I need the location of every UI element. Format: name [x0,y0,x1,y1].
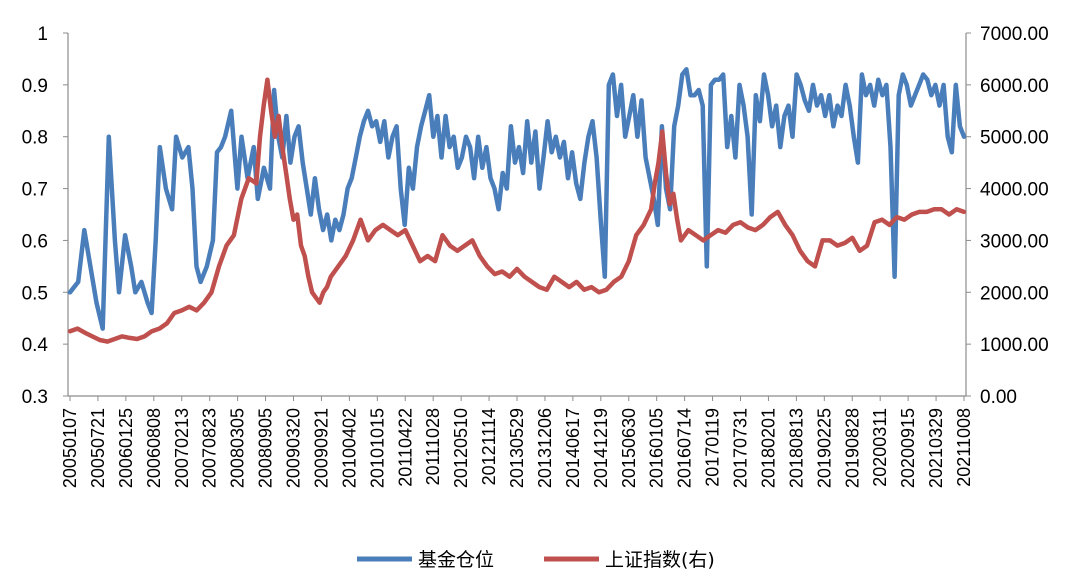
left-tick-label: 0.9 [22,76,48,97]
x-tick-label: 20131206 [535,408,555,488]
x-tick-label: 20141219 [591,408,611,488]
axes [67,33,967,397]
x-tick-label: 20210329 [926,408,946,488]
legend-label: 基金仓位 [418,549,494,571]
x-tick-label: 20180813 [786,408,806,488]
x-tick-label: 20150630 [619,408,639,488]
x-tick-label: 20200915 [898,408,918,488]
left-tick-label: 0.3 [22,387,48,408]
x-tick-label: 20120510 [451,408,471,488]
right-y-axis-ticks: 0.00 1000.00 2000.00 3000.00 4000.00 5000.00 6… [966,24,1049,408]
left-tick-label: 0.7 [22,180,48,201]
right-tick-label: 6000.00 [980,76,1049,97]
x-axis-ticks: 20050107 20050721 20060125 20060808 20070213… [60,396,974,488]
legend-item-shanghai-index: 上证指数(右) [544,549,715,571]
x-tick-label: 20170119 [703,408,723,487]
x-tick-label: 20160105 [647,408,667,488]
legend: 基金仓位 上证指数(右) [357,549,715,571]
x-tick-label: 20060808 [144,408,164,488]
x-tick-label: 20140617 [563,408,583,488]
x-tick-label: 20160714 [675,408,695,488]
legend-label: 上证指数(右) [605,549,715,571]
x-tick-label: 20121114 [479,408,499,485]
x-tick-label: 20080305 [228,408,248,488]
x-tick-label: 20090320 [284,408,304,488]
x-tick-label: 20100402 [339,408,359,488]
left-tick-label: 1 [37,24,48,45]
x-tick-label: 20211008 [954,408,974,487]
x-tick-label: 20200311 [870,408,890,487]
series-layer [67,67,967,344]
x-tick-label: 20101015 [367,408,387,488]
series-line-fund-position [67,67,967,331]
x-tick-label: 20080905 [256,408,276,488]
left-tick-label: 0.4 [22,335,49,356]
series-line-shanghai-index [67,77,967,344]
right-tick-label: 2000.00 [980,283,1049,304]
right-tick-label: 3000.00 [980,231,1049,252]
x-tick-label: 20190225 [814,408,834,488]
x-tick-label: 20050721 [88,408,108,488]
x-tick-label: 20060125 [116,408,136,488]
right-tick-label: 0.00 [980,387,1017,408]
x-tick-label: 20190828 [842,408,862,488]
x-tick-label: 20070213 [172,408,192,488]
x-tick-label: 20111028 [423,408,443,485]
x-tick-label: 20090921 [311,408,331,488]
left-tick-label: 0.8 [22,128,48,149]
x-tick-label: 20070823 [200,408,220,488]
right-tick-label: 7000.00 [980,24,1049,45]
x-tick-label: 20050107 [60,408,80,488]
x-tick-label: 20170731 [731,408,751,488]
x-tick-label: 20180201 [758,408,778,488]
right-tick-label: 5000.00 [980,128,1049,149]
x-tick-label: 20110422 [395,408,415,487]
legend-item-fund-position: 基金仓位 [357,549,494,571]
x-tick-label: 20130529 [507,408,527,488]
left-tick-label: 0.6 [22,231,48,252]
left-y-axis-ticks: 0.3 0.4 0.5 0.6 0.7 0.8 0.9 1 [22,24,68,408]
right-tick-label: 1000.00 [980,335,1049,356]
right-tick-label: 4000.00 [980,180,1049,201]
left-tick-label: 0.5 [22,283,48,304]
